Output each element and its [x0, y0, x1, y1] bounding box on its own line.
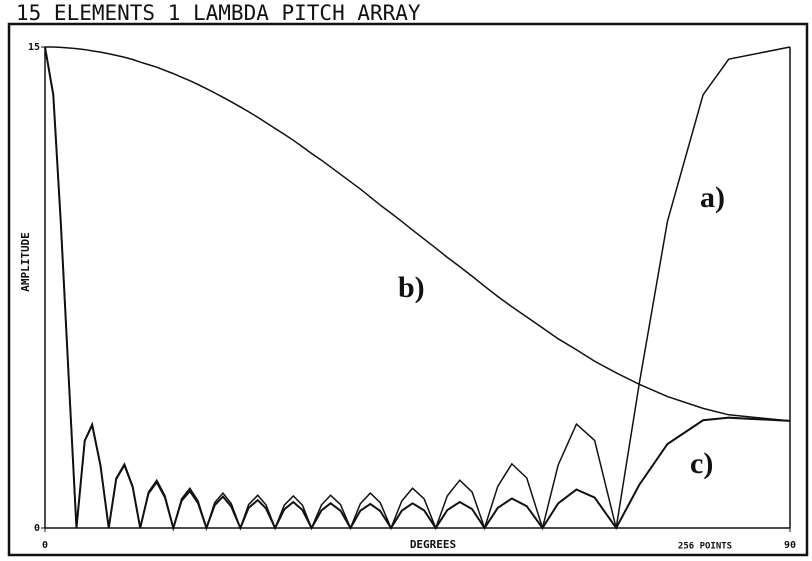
x-tick-label: 90: [784, 540, 796, 551]
curve-label: c): [690, 447, 713, 480]
chart-title: 15 ELEMENTS 1 LAMBDA PITCH ARRAY: [16, 1, 421, 25]
series-line: [44, 46, 791, 532]
series-line: [45, 46, 791, 422]
curve-label: a): [700, 181, 725, 214]
y-axis-label: AMPLITUDE: [19, 232, 32, 292]
curve-label: b): [398, 271, 425, 304]
points-note: 256 POINTS: [678, 542, 732, 552]
y-tick-label: 15: [28, 42, 40, 53]
x-tick-label: 0: [42, 540, 48, 551]
x-axis-label: DEGREES: [410, 538, 456, 551]
y-tick-label: 0: [34, 523, 40, 534]
frame: [7, 22, 809, 557]
